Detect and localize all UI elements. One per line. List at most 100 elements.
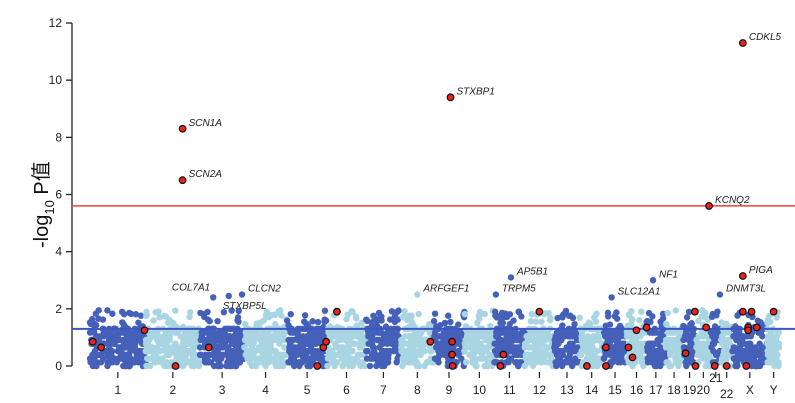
data-point bbox=[265, 355, 272, 362]
data-point bbox=[634, 333, 642, 340]
data-point bbox=[756, 351, 763, 359]
data-point bbox=[479, 355, 486, 362]
data-point bbox=[751, 347, 758, 355]
data-point bbox=[330, 351, 338, 359]
data-point bbox=[203, 359, 210, 366]
gene-label-CDKL5: CDKL5 bbox=[749, 32, 782, 43]
data-point bbox=[132, 311, 140, 318]
data-point bbox=[427, 355, 434, 362]
highlight-point bbox=[747, 307, 756, 316]
y-axis-label: -log10 P值 bbox=[30, 161, 57, 248]
data-point bbox=[518, 313, 525, 320]
data-point bbox=[746, 344, 753, 351]
data-point bbox=[506, 320, 514, 328]
data-point bbox=[129, 336, 137, 344]
highlight-point bbox=[722, 362, 731, 370]
data-point bbox=[156, 355, 163, 362]
data-point bbox=[230, 333, 237, 340]
highlight-point bbox=[691, 362, 700, 370]
data-point bbox=[260, 336, 268, 344]
data-point bbox=[731, 333, 738, 340]
data-point bbox=[457, 336, 464, 344]
data-point bbox=[248, 362, 256, 370]
highlight-point bbox=[642, 323, 651, 332]
data-point bbox=[210, 362, 218, 370]
data-point bbox=[626, 312, 633, 319]
data-point bbox=[717, 336, 725, 344]
data-point bbox=[751, 362, 759, 370]
data-point bbox=[595, 359, 603, 366]
data-point bbox=[377, 329, 384, 336]
x-tick-label-chr11: 11 bbox=[503, 383, 516, 397]
data-point bbox=[674, 329, 681, 336]
data-point bbox=[395, 307, 402, 314]
data-point bbox=[354, 333, 361, 340]
data-point bbox=[104, 307, 111, 314]
data-point bbox=[143, 308, 150, 316]
data-point bbox=[351, 340, 358, 347]
data-point bbox=[339, 362, 346, 370]
data-point bbox=[514, 344, 521, 351]
data-point bbox=[543, 344, 551, 351]
data-point bbox=[431, 333, 438, 340]
data-point bbox=[533, 355, 540, 362]
data-point bbox=[421, 347, 428, 355]
data-point bbox=[738, 336, 746, 344]
highlight-point bbox=[97, 343, 106, 352]
data-point bbox=[228, 362, 235, 370]
data-point bbox=[636, 317, 643, 324]
data-point bbox=[427, 347, 434, 355]
data-point bbox=[648, 344, 656, 351]
data-point bbox=[303, 320, 310, 328]
data-point bbox=[95, 315, 102, 322]
data-point bbox=[721, 344, 729, 351]
data-point bbox=[637, 347, 644, 355]
data-point bbox=[295, 336, 303, 344]
data-point bbox=[497, 319, 504, 327]
data-point bbox=[223, 362, 230, 370]
gene-point-KCNQ2 bbox=[705, 202, 713, 210]
data-point bbox=[158, 336, 166, 344]
data-point bbox=[142, 347, 149, 355]
data-point bbox=[735, 329, 743, 336]
data-point bbox=[698, 313, 705, 320]
gene-label-STXBP1: STXBP1 bbox=[457, 86, 495, 97]
data-point bbox=[156, 314, 163, 321]
data-point bbox=[397, 344, 405, 351]
background-points bbox=[86, 307, 783, 370]
data-point bbox=[538, 347, 545, 355]
data-point bbox=[93, 333, 100, 340]
data-point bbox=[637, 355, 645, 362]
data-point bbox=[482, 336, 489, 344]
gene-label-KCNQ2: KCNQ2 bbox=[715, 195, 750, 206]
highlight-points: SCN1A SCN2A STXBP1 CDKL5 KCNQ2 PIGA DNMT3L NF1 S… bbox=[88, 32, 782, 370]
data-point bbox=[149, 344, 156, 351]
data-point bbox=[713, 336, 720, 344]
data-point bbox=[513, 359, 521, 366]
data-point bbox=[204, 308, 211, 316]
data-point bbox=[325, 351, 332, 359]
data-point bbox=[107, 336, 114, 344]
x-tick-label-chr18: 18 bbox=[667, 383, 681, 397]
data-point bbox=[384, 359, 392, 366]
data-point bbox=[413, 340, 421, 347]
data-point bbox=[386, 336, 393, 344]
highlight-point bbox=[448, 362, 457, 370]
data-point bbox=[673, 351, 680, 359]
highlight-point bbox=[426, 337, 435, 346]
data-point bbox=[571, 320, 578, 328]
data-point bbox=[442, 333, 449, 340]
data-point bbox=[734, 312, 741, 319]
data-point bbox=[455, 351, 462, 359]
data-point bbox=[502, 310, 509, 317]
data-point bbox=[271, 355, 278, 362]
data-point bbox=[604, 309, 612, 317]
data-point bbox=[352, 359, 359, 366]
data-point bbox=[644, 344, 651, 351]
x-tick-label-chr3: 3 bbox=[219, 383, 226, 397]
data-point bbox=[196, 344, 204, 351]
data-point bbox=[345, 362, 353, 370]
data-point bbox=[491, 347, 499, 355]
data-point bbox=[253, 320, 261, 327]
data-point bbox=[196, 351, 204, 359]
